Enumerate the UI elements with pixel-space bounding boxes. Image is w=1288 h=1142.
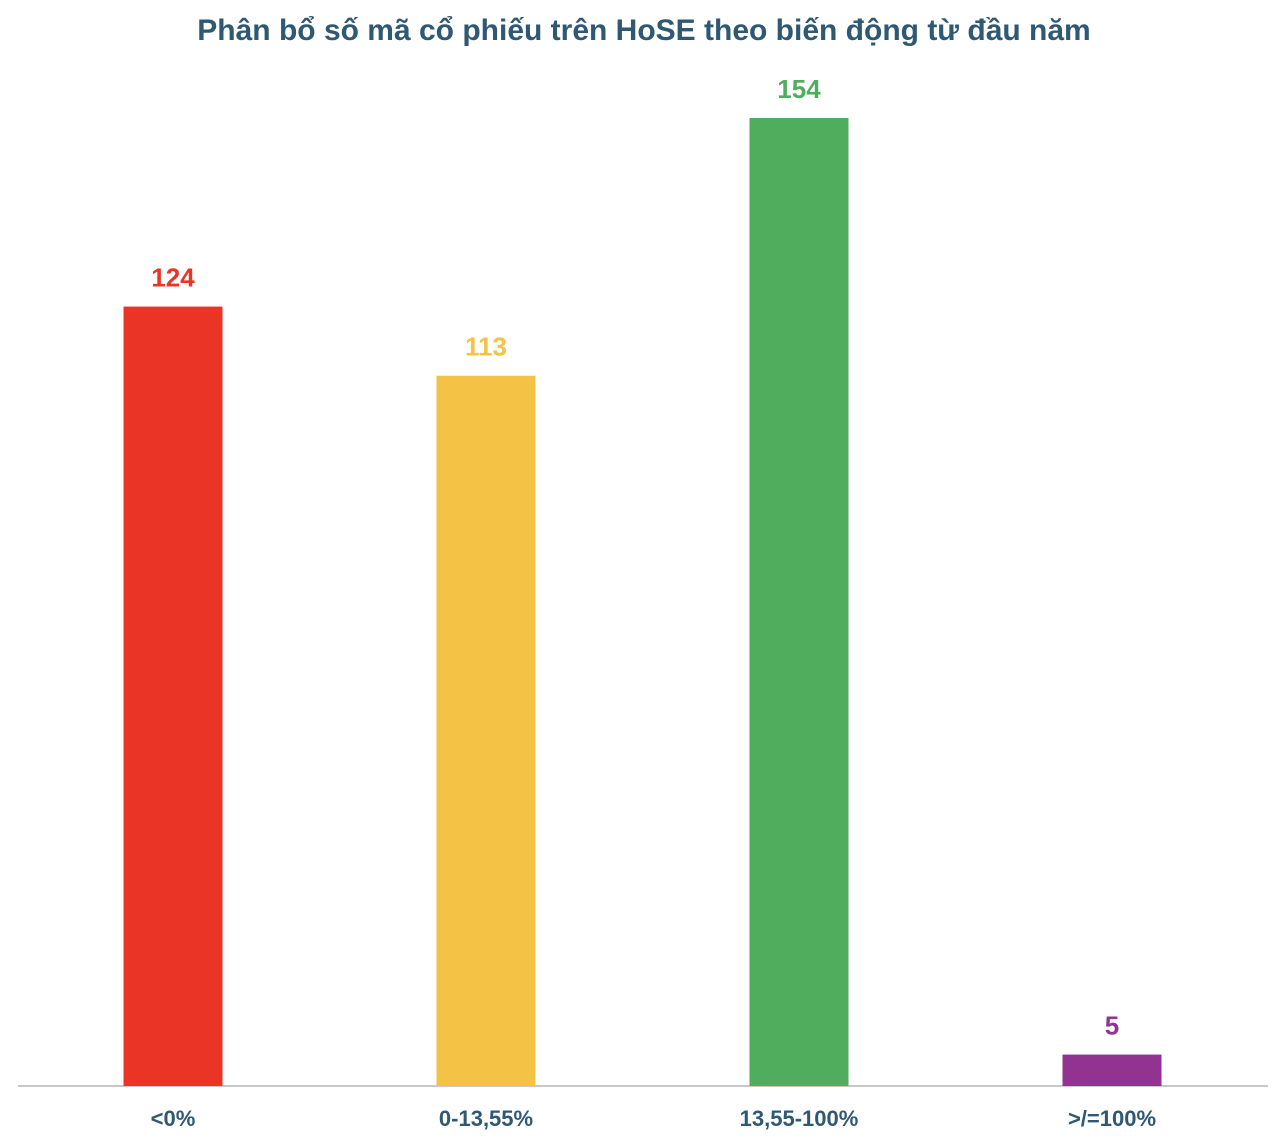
- data-label-4: 5: [1105, 1011, 1119, 1041]
- category-label-1: <0%: [151, 1106, 196, 1131]
- data-label-2: 113: [465, 332, 507, 362]
- category-label-2: 0-13,55%: [439, 1106, 533, 1131]
- bar-3: [749, 118, 849, 1086]
- bar-1: [123, 306, 223, 1087]
- category-label-3: 13,55-100%: [740, 1106, 859, 1131]
- data-label-1: 124: [151, 263, 195, 293]
- category-label-4: >/=100%: [1068, 1106, 1156, 1131]
- bar-4: [1062, 1054, 1162, 1086]
- data-label-3: 154: [777, 74, 821, 104]
- chart-title: Phân bổ số mã cổ phiếu trên HoSE theo bi…: [197, 14, 1091, 47]
- bar-2: [436, 375, 536, 1086]
